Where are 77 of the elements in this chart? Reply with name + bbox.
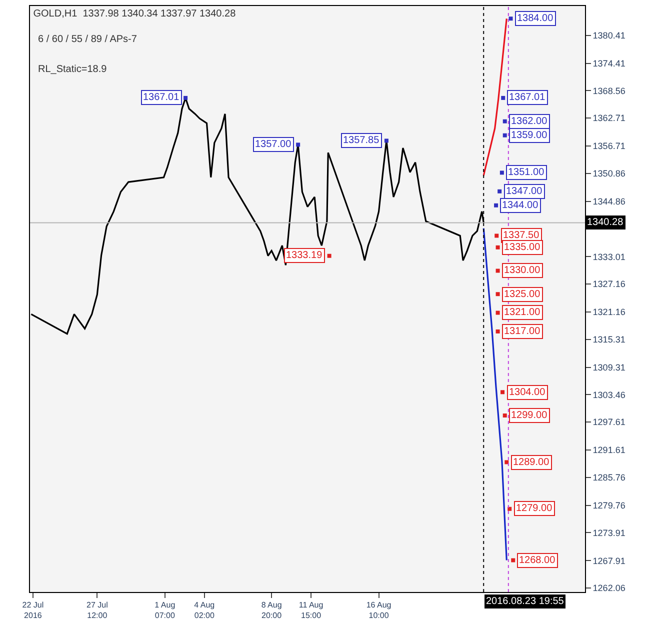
annotation: 1357.85 <box>343 135 380 146</box>
annotation: 1268.00 <box>519 555 556 566</box>
y-tick-label: 1374.41 <box>592 58 626 69</box>
annotation: 1347.00 <box>506 186 543 197</box>
point <box>296 142 300 147</box>
y-tick-label: 1303.46 <box>592 390 626 400</box>
annotation: 1359.00 <box>511 130 548 141</box>
point <box>496 292 500 296</box>
y-tick-label: 1291.61 <box>592 445 626 456</box>
point <box>501 96 506 100</box>
annotation: 1335.00 <box>504 242 541 253</box>
y-tick-label: 1327.16 <box>592 279 626 290</box>
x-tick-label: 8 Aug 20:00 <box>261 600 282 620</box>
point <box>502 133 507 138</box>
line-series <box>482 18 508 176</box>
y-tick-label: 1344.86 <box>592 196 626 207</box>
annotation: 1279.00 <box>516 503 553 514</box>
y-tick-label: 1297.61 <box>592 417 626 428</box>
point <box>504 460 509 464</box>
point <box>496 310 500 315</box>
point <box>508 16 513 21</box>
point <box>508 506 512 511</box>
x-tick-label: 27 Jul 12:00 <box>86 600 108 620</box>
x-tick-label: 16 Aug 10:00 <box>366 600 392 620</box>
y-tick-label: 1262.06 <box>592 583 626 594</box>
y-tick-label: 1362.71 <box>592 113 626 124</box>
annotation: 1299.00 <box>511 410 548 421</box>
annotation: 1362.00 <box>511 116 548 127</box>
annotation: 1337.50 <box>503 230 540 241</box>
point <box>502 119 507 124</box>
y-tick-label: 1356.71 <box>592 141 626 152</box>
y-tick-label: 1315.31 <box>592 334 626 344</box>
annotation: 1367.01 <box>509 92 546 103</box>
point <box>327 254 332 258</box>
y-tick-label: 1350.86 <box>592 168 626 178</box>
y-tick-label: 1309.31 <box>592 362 626 373</box>
point <box>184 96 188 100</box>
point <box>511 558 516 562</box>
annotation: 1304.00 <box>509 387 546 398</box>
y-tick-label: 1267.91 <box>592 556 626 566</box>
point <box>496 245 500 250</box>
annotation: 1317.00 <box>504 326 541 337</box>
point <box>502 414 507 418</box>
y-tick-label: 1321.16 <box>592 307 626 318</box>
x-tick-label: 4 Aug 02:00 <box>194 600 215 620</box>
point <box>494 234 499 238</box>
y-tick-label: 1368.56 <box>592 86 626 96</box>
x-tick-label: 11 Aug 15:00 <box>298 600 324 620</box>
annotation: 1325.00 <box>504 289 541 300</box>
y-tick-label: 1333.01 <box>592 252 626 262</box>
annotation: 1357.00 <box>255 139 292 150</box>
x-tick-label: 1 Aug 07:00 <box>154 600 176 620</box>
y-tick-label: 1285.76 <box>592 472 626 482</box>
point <box>500 170 504 175</box>
text: 6 / 60 / 55 / 89 / APs-7 <box>38 34 138 45</box>
point <box>496 268 500 273</box>
point <box>384 138 388 143</box>
annotation: 1344.00 <box>502 200 539 211</box>
point <box>494 203 498 208</box>
point <box>498 189 502 194</box>
y-tick-label: 1279.76 <box>592 500 626 510</box>
annotation: 1367.01 <box>143 92 180 103</box>
annotation: 1384.00 <box>517 13 554 24</box>
point <box>500 390 505 394</box>
x-tick-label: 22 Jul 2016 <box>22 600 44 620</box>
point <box>496 329 500 334</box>
annotation: 1321.00 <box>504 307 541 318</box>
annotation: 1333.19 <box>286 250 323 261</box>
chart-title: GOLD,H1 1337.98 1340.34 1337.97 1340.28 <box>33 8 236 20</box>
annotation: 1351.00 <box>508 167 545 178</box>
annotation: RL_Static=18.9 <box>38 64 108 75</box>
annotation: 1289.00 <box>513 457 550 468</box>
annotation: 1330.00 <box>504 265 541 276</box>
ref-line-label: 2016.08.23 19:55 <box>486 596 564 607</box>
y-tick-label: 1273.91 <box>592 528 626 538</box>
ref-line-label: 1340.28 <box>587 217 624 228</box>
y-tick-label: 1380.41 <box>592 30 626 41</box>
